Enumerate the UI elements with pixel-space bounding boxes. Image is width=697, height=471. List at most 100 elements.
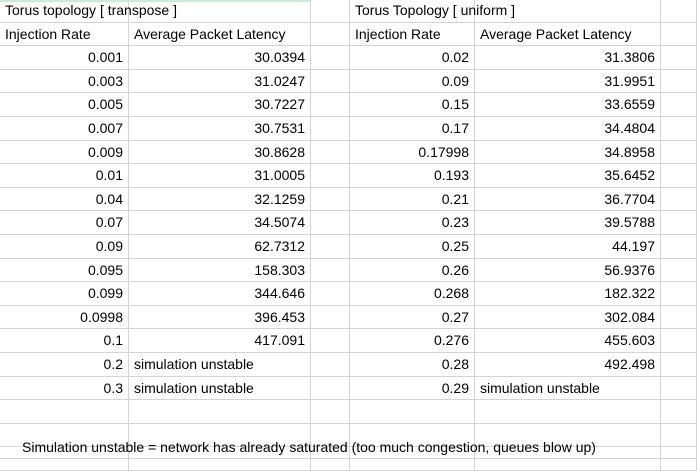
left-row-injection-rate[interactable]: 0.09 <box>0 235 129 259</box>
grid-cell[interactable] <box>661 117 697 141</box>
left-row-latency[interactable]: 30.8628 <box>129 140 311 165</box>
grid-cell[interactable] <box>661 235 697 259</box>
grid-cell[interactable] <box>311 258 350 283</box>
right-header-latency[interactable]: Average Packet Latency <box>475 22 661 47</box>
grid-cell[interactable] <box>475 423 661 448</box>
grid-cell[interactable] <box>311 46 350 70</box>
left-row-latency[interactable]: 417.091 <box>129 329 311 353</box>
left-row-injection-rate[interactable]: 0.1 <box>0 329 129 353</box>
right-row-latency[interactable]: 302.084 <box>475 305 661 330</box>
grid-cell[interactable] <box>661 282 697 306</box>
left-row-latency[interactable]: 31.0005 <box>129 164 311 188</box>
right-row-injection-rate[interactable]: 0.26 <box>350 258 475 283</box>
left-row-latency[interactable]: simulation unstable <box>129 353 311 377</box>
grid-cell[interactable] <box>311 22 350 47</box>
right-row-injection-rate[interactable]: 0.21 <box>350 187 475 212</box>
grid-cell[interactable] <box>661 329 697 353</box>
footnote[interactable]: Simulation unstable = network has alread… <box>0 436 697 460</box>
left-row-injection-rate[interactable]: 0.095 <box>0 258 129 283</box>
right-row-injection-rate[interactable]: 0.17 <box>350 117 475 141</box>
left-row-latency[interactable]: 30.7227 <box>129 93 311 117</box>
left-row-latency[interactable]: 31.0247 <box>129 69 311 94</box>
grid-cell[interactable] <box>661 376 697 401</box>
grid-cell[interactable] <box>311 235 350 259</box>
right-row-latency[interactable]: 455.603 <box>475 329 661 353</box>
left-row-injection-rate[interactable]: 0.001 <box>0 46 129 70</box>
right-row-injection-rate[interactable]: 0.29 <box>350 376 475 401</box>
grid-cell[interactable] <box>311 187 350 212</box>
grid-cell[interactable] <box>661 69 697 94</box>
grid-cell[interactable] <box>311 93 350 117</box>
grid-cell[interactable] <box>661 140 697 165</box>
left-row-injection-rate[interactable]: 0.009 <box>0 140 129 165</box>
right-row-injection-rate[interactable]: 0.193 <box>350 164 475 188</box>
right-row-injection-rate[interactable]: 0.15 <box>350 93 475 117</box>
left-row-latency[interactable]: 30.7531 <box>129 117 311 141</box>
right-row-latency[interactable]: 182.322 <box>475 282 661 306</box>
left-row-latency[interactable]: 34.5074 <box>129 211 311 235</box>
left-row-latency[interactable]: 396.453 <box>129 305 311 330</box>
left-header-injection-rate[interactable]: Injection Rate <box>0 22 129 47</box>
left-row-latency[interactable]: 62.7312 <box>129 235 311 259</box>
right-header-injection-rate[interactable]: Injection Rate <box>350 22 475 47</box>
right-row-injection-rate[interactable]: 0.02 <box>350 46 475 70</box>
grid-cell[interactable] <box>661 211 697 235</box>
grid-cell[interactable] <box>311 329 350 353</box>
left-row-injection-rate[interactable]: 0.01 <box>0 164 129 188</box>
grid-cell[interactable] <box>311 305 350 330</box>
left-row-latency[interactable]: simulation unstable <box>129 376 311 401</box>
right-row-injection-rate[interactable]: 0.25 <box>350 235 475 259</box>
grid-cell[interactable] <box>661 22 697 47</box>
grid-cell[interactable] <box>311 164 350 188</box>
grid-cell[interactable] <box>350 423 475 448</box>
left-row-injection-rate[interactable]: 0.04 <box>0 187 129 212</box>
grid-cell[interactable] <box>311 376 350 401</box>
grid-cell[interactable] <box>475 400 661 424</box>
grid-cell[interactable] <box>661 93 697 117</box>
right-row-latency[interactable]: 44.197 <box>475 235 661 259</box>
right-row-latency[interactable]: 36.7704 <box>475 187 661 212</box>
grid-cell[interactable] <box>311 400 350 424</box>
grid-cell[interactable] <box>661 400 697 424</box>
left-table-title[interactable]: Torus topology [ transpose ] <box>0 0 311 23</box>
right-row-injection-rate[interactable]: 0.27 <box>350 305 475 330</box>
grid-cell[interactable] <box>311 117 350 141</box>
right-row-injection-rate[interactable]: 0.09 <box>350 69 475 94</box>
grid-cell[interactable] <box>661 164 697 188</box>
left-row-latency[interactable]: 158.303 <box>129 258 311 283</box>
right-row-injection-rate[interactable]: 0.276 <box>350 329 475 353</box>
right-row-latency[interactable]: 34.8958 <box>475 140 661 165</box>
grid-cell[interactable] <box>661 353 697 377</box>
left-row-latency[interactable]: 32.1259 <box>129 187 311 212</box>
right-row-latency[interactable]: 31.3806 <box>475 46 661 70</box>
right-row-injection-rate[interactable]: 0.23 <box>350 211 475 235</box>
left-row-injection-rate[interactable]: 0.099 <box>0 282 129 306</box>
right-row-latency[interactable]: 35.6452 <box>475 164 661 188</box>
right-row-latency[interactable]: 492.498 <box>475 353 661 377</box>
right-row-latency[interactable]: 34.4804 <box>475 117 661 141</box>
left-row-injection-rate[interactable]: 0.2 <box>0 353 129 377</box>
left-header-latency[interactable]: Average Packet Latency <box>129 22 311 47</box>
right-row-injection-rate[interactable]: 0.28 <box>350 353 475 377</box>
grid-cell[interactable] <box>311 353 350 377</box>
grid-cell[interactable] <box>129 400 311 424</box>
grid-cell[interactable] <box>661 305 697 330</box>
grid-cell[interactable] <box>661 46 697 70</box>
right-row-injection-rate[interactable]: 0.17998 <box>350 140 475 165</box>
left-row-injection-rate[interactable]: 0.003 <box>0 69 129 94</box>
left-row-injection-rate[interactable]: 0.3 <box>0 376 129 401</box>
grid-cell[interactable] <box>311 423 350 448</box>
right-row-latency[interactable]: 33.6559 <box>475 93 661 117</box>
grid-cell[interactable] <box>311 282 350 306</box>
grid-cell[interactable] <box>661 187 697 212</box>
left-row-injection-rate[interactable]: 0.007 <box>0 117 129 141</box>
left-row-injection-rate[interactable]: 0.0998 <box>0 305 129 330</box>
right-row-latency[interactable]: simulation unstable <box>475 376 661 401</box>
grid-cell[interactable] <box>311 140 350 165</box>
left-row-injection-rate[interactable]: 0.07 <box>0 211 129 235</box>
grid-cell[interactable] <box>311 0 350 23</box>
grid-cell[interactable] <box>661 0 697 23</box>
grid-cell[interactable] <box>350 400 475 424</box>
right-row-latency[interactable]: 31.9951 <box>475 69 661 94</box>
left-row-latency[interactable]: 30.0394 <box>129 46 311 70</box>
